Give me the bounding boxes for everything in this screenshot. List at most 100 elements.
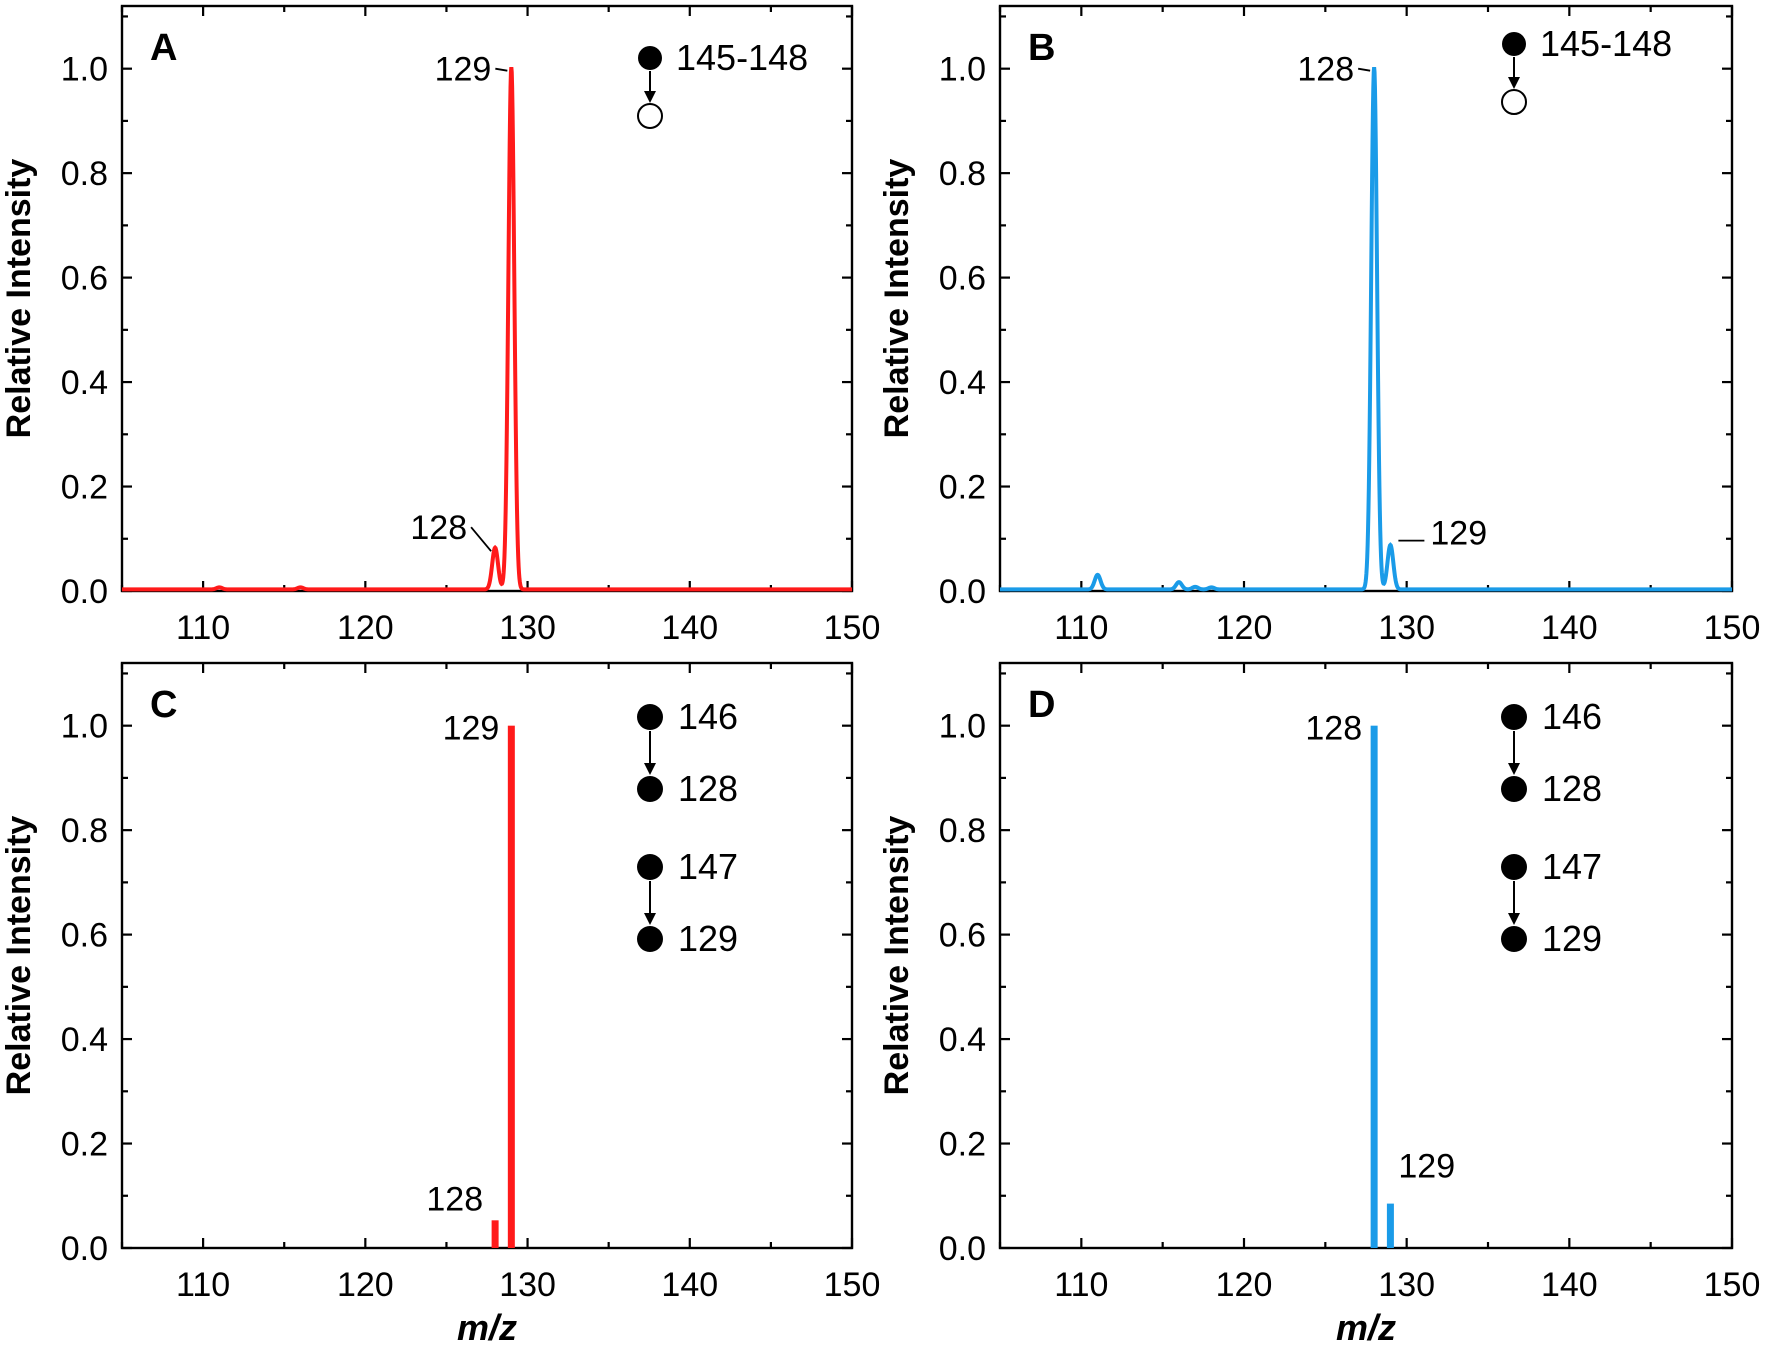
plot-frame (120, 661, 854, 1250)
x-tick-label: 120 (337, 1266, 394, 1304)
y-tick-label: 0.8 (61, 812, 108, 850)
x-tick-label: 120 (337, 609, 394, 647)
spectrum-line (122, 66, 852, 592)
chart-panel-a: 110 120 130 140 150 0.0 0.2 0.4 0.6 0.8 1.0 Relativ… (0, 4, 881, 647)
y-tick-label: 0.0 (61, 1230, 108, 1268)
product-filled-circle (1501, 926, 1527, 952)
y-tick-label: 0.4 (61, 364, 108, 402)
x-tick-label: 130 (499, 609, 556, 647)
y-axis-label: Relative Intensity (0, 159, 38, 439)
chart-panel-d: 110 120 130 140 150 0.0 0.2 0.4 0.6 0.8 1.0 Relativ… (878, 661, 1761, 1348)
chart-panel-b: 110 120 130 140 150 0.0 0.2 0.4 0.6 0.8 1.0 Relativ… (878, 4, 1760, 647)
precursor-label: 146 (678, 696, 738, 737)
peak-label: 129 (1398, 1148, 1455, 1186)
y-tick-label: 0.6 (61, 917, 108, 955)
y-tick-label: 0.6 (939, 260, 986, 298)
precursor-label: 146 (1542, 696, 1602, 737)
y-tick-label: 1.0 (939, 708, 986, 746)
y-tick-label: 0.8 (61, 155, 108, 193)
product-label: 128 (1542, 768, 1602, 809)
x-tick-label: 140 (1541, 609, 1598, 647)
transition-inset: 145-148 (637, 37, 808, 129)
panel-letter: B (1028, 27, 1055, 69)
arrow-head (1508, 763, 1520, 775)
y-tick-label: 0.4 (939, 364, 986, 402)
panel-letter: A (150, 27, 177, 69)
panel-letter: C (150, 684, 177, 726)
x-tick-label: 130 (1378, 609, 1435, 647)
y-tick-label: 0.4 (939, 1021, 986, 1059)
plot-frame (998, 4, 1734, 593)
x-tick-label: 110 (176, 609, 230, 647)
precursor-label: 145-148 (676, 37, 808, 78)
x-tick-label: 150 (824, 1266, 881, 1304)
x-tick-label: 150 (824, 609, 881, 647)
y-tick-label: 0.0 (939, 1230, 986, 1268)
y-tick-label: 0.2 (939, 469, 986, 507)
y-tick-label: 0.2 (61, 469, 108, 507)
y-tick-label: 1.0 (61, 51, 108, 89)
peak-label-leader (495, 67, 508, 72)
transition-inset: 145-148 (1501, 23, 1672, 115)
product-filled-circle (1501, 776, 1527, 802)
y-tick-label: 0.8 (939, 155, 986, 193)
peak-label-leader (1357, 67, 1371, 72)
arrow-head (644, 913, 656, 925)
arrow-head (1508, 77, 1520, 89)
y-tick-label: 0.2 (61, 1126, 108, 1164)
x-tick-label: 120 (1216, 1266, 1273, 1304)
peak-label: 128 (426, 1180, 483, 1218)
x-axis-label: m/z (457, 1307, 517, 1348)
chart-panel-c: 110 120 130 140 150 0.0 0.2 0.4 0.6 0.8 1.0 Relativ… (0, 661, 881, 1348)
peak-label: 129 (443, 710, 500, 748)
y-tick-label: 0.6 (61, 260, 108, 298)
y-tick-label: 1.0 (939, 51, 986, 89)
y-tick-label: 1.0 (61, 708, 108, 746)
x-tick-label: 140 (1541, 1266, 1598, 1304)
product-label: 129 (678, 918, 738, 959)
x-tick-label: 120 (1216, 609, 1273, 647)
product-open-circle (637, 103, 663, 129)
precursor-filled-circle (637, 854, 663, 880)
precursor-label: 147 (1542, 846, 1602, 887)
x-axis-label: m/z (1336, 1307, 1396, 1348)
product-label: 129 (1542, 918, 1602, 959)
product-filled-circle (637, 776, 663, 802)
arrow-head (1508, 913, 1520, 925)
precursor-filled-circle (638, 46, 662, 70)
arrow-head (644, 91, 656, 103)
y-tick-label: 0.0 (61, 573, 108, 611)
spectrum-bar (491, 1220, 499, 1248)
x-tick-label: 140 (661, 1266, 718, 1304)
y-tick-label: 0.0 (939, 573, 986, 611)
spectrum-line (1000, 66, 1732, 592)
y-axis-label: Relative Intensity (878, 816, 916, 1096)
product-open-circle (1501, 89, 1527, 115)
y-axis-label: Relative Intensity (878, 159, 916, 439)
x-tick-label: 130 (499, 1266, 556, 1304)
spectrum-bar (1370, 725, 1378, 1248)
x-tick-label: 130 (1378, 1266, 1435, 1304)
transition-inset: 146 128 147 129 (1501, 696, 1602, 959)
product-label: 128 (678, 768, 738, 809)
precursor-filled-circle (637, 704, 663, 730)
peak-label: 128 (1305, 710, 1362, 748)
spectrum-bar (507, 725, 515, 1248)
plot-frame (120, 4, 854, 593)
x-tick-label: 140 (661, 609, 718, 647)
peak-label: 128 (410, 509, 467, 547)
arrow-head (644, 763, 656, 775)
y-tick-label: 0.2 (939, 1126, 986, 1164)
precursor-filled-circle (1501, 704, 1527, 730)
peak-label-leader (470, 526, 492, 552)
y-axis-label: Relative Intensity (0, 816, 38, 1096)
x-tick-label: 110 (1054, 1266, 1108, 1304)
peak-label: 129 (1430, 515, 1487, 553)
y-tick-label: 0.8 (939, 812, 986, 850)
y-tick-label: 0.6 (939, 917, 986, 955)
y-tick-label: 0.4 (61, 1021, 108, 1059)
peak-label: 128 (1297, 51, 1354, 89)
transition-inset: 146 128 147 129 (637, 696, 738, 959)
x-tick-label: 150 (1704, 1266, 1761, 1304)
precursor-filled-circle (1502, 32, 1526, 56)
